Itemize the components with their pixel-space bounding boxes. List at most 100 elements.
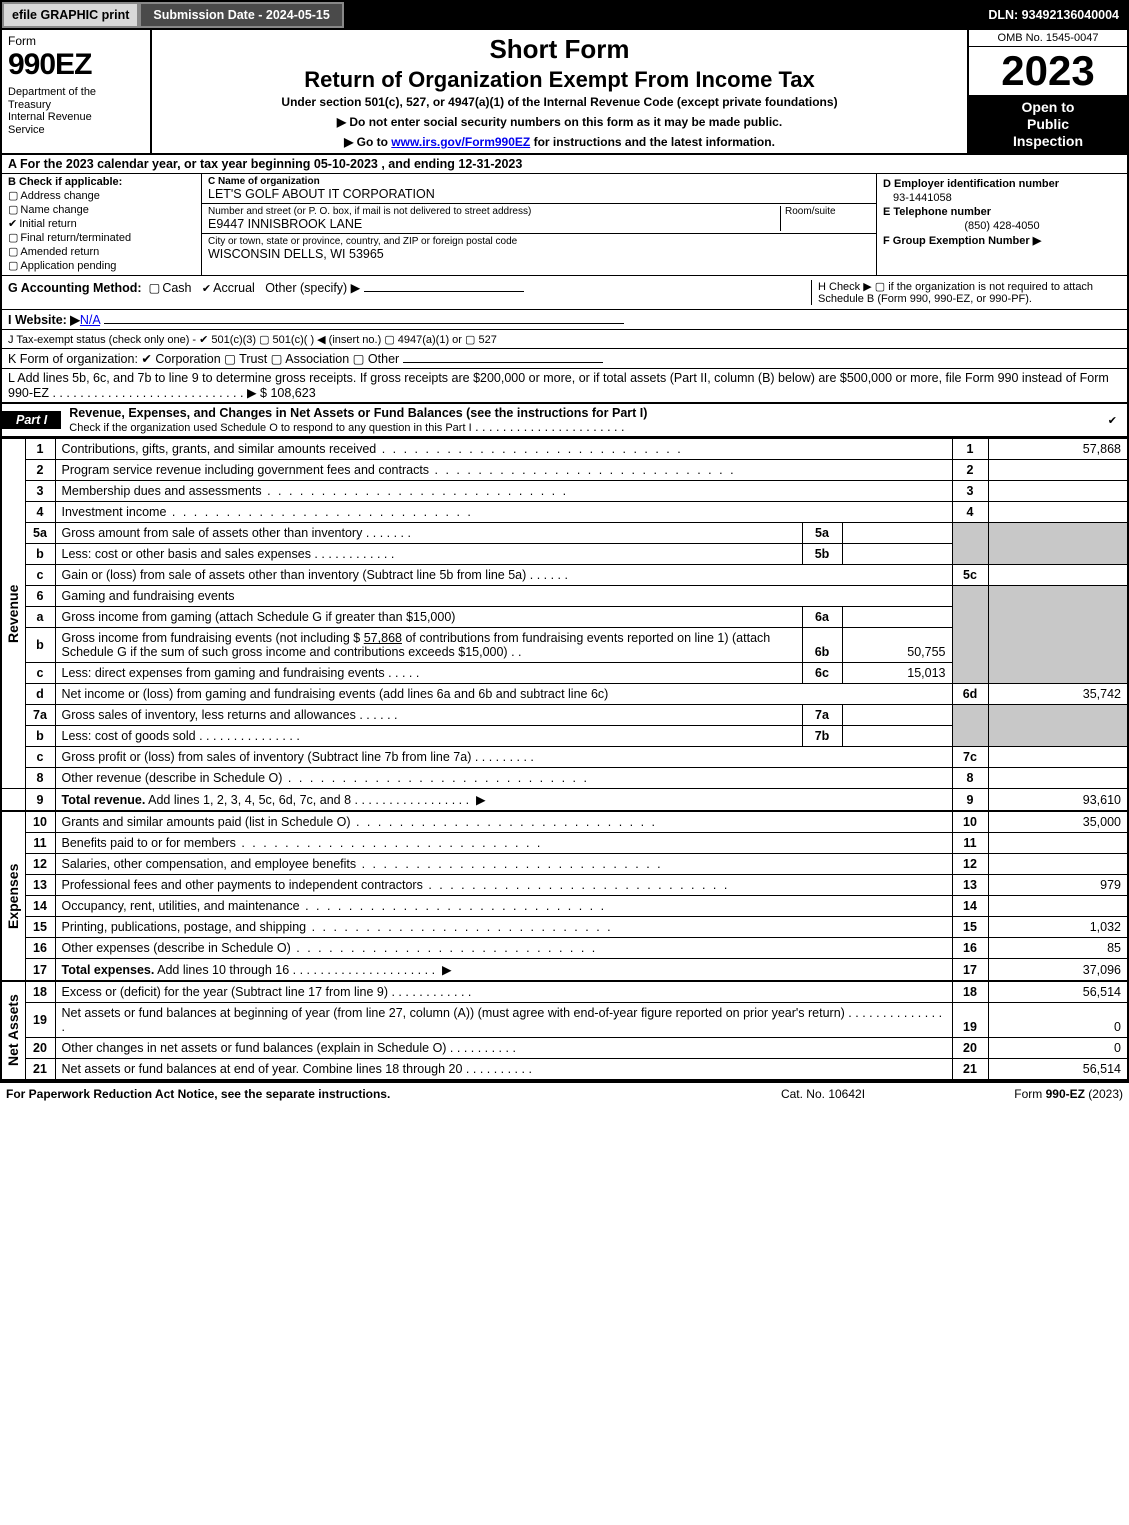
line-k: K Form of organization: ✔ Corporation ▢ …	[0, 349, 1129, 369]
part1-header: Part I Revenue, Expenses, and Changes in…	[0, 403, 1129, 438]
org-name: LET'S GOLF ABOUT IT CORPORATION	[208, 187, 870, 201]
ln9-rn: 9	[952, 789, 988, 812]
form-title: Return of Organization Exempt From Incom…	[160, 67, 959, 93]
ln11-rn: 11	[952, 833, 988, 854]
part1-schedule-o-check[interactable]	[1108, 413, 1127, 427]
ln18-amt: 56,514	[988, 981, 1128, 1003]
ln2-amt	[988, 460, 1128, 481]
part1-tab: Part I	[2, 411, 61, 429]
chk-initial[interactable]: Initial return	[8, 217, 195, 230]
col-c: C Name of organization LET'S GOLF ABOUT …	[202, 174, 877, 275]
ln18-text: Excess or (deficit) for the year (Subtra…	[55, 981, 952, 1003]
ln3-rn: 3	[952, 481, 988, 502]
ln1-rn: 1	[952, 439, 988, 460]
efile-print-button[interactable]: efile GRAPHIC print	[2, 2, 139, 28]
ln6c-text: Less: direct expenses from gaming and fu…	[55, 663, 802, 684]
city-label: City or town, state or province, country…	[208, 236, 870, 247]
open-inspection: Open toPublicInspection	[969, 95, 1127, 153]
room-label: Room/suite	[785, 206, 870, 217]
line-a: A For the 2023 calendar year, or tax yea…	[0, 155, 1129, 174]
short-form: Short Form	[160, 34, 959, 65]
ln6a-sn: 6a	[802, 607, 842, 628]
line-j: J Tax-exempt status (check only one) - ✔…	[0, 330, 1129, 349]
street-cell: Number and street (or P. O. box, if mail…	[202, 204, 876, 234]
ln5b-sn: 5b	[802, 544, 842, 565]
ln9-text: Total revenue. Add lines 1, 2, 3, 4, 5c,…	[55, 789, 952, 812]
ln10-num: 10	[25, 811, 55, 833]
submission-date: Submission Date - 2024-05-15	[139, 2, 343, 28]
ln8-amt	[988, 768, 1128, 789]
block-gh: G Accounting Method: Cash Accrual Other …	[0, 276, 1129, 310]
header-mid: Short Form Return of Organization Exempt…	[152, 30, 967, 153]
ln15-num: 15	[25, 917, 55, 938]
tel-label: E Telephone number	[883, 206, 991, 218]
chk-final[interactable]: Final return/terminated	[8, 231, 195, 244]
block-bcd: B Check if applicable: Address change Na…	[0, 174, 1129, 276]
ln10-amt: 35,000	[988, 811, 1128, 833]
ln21-amt: 56,514	[988, 1059, 1128, 1081]
ln5-grey-amt	[988, 523, 1128, 565]
ln20-num: 20	[25, 1038, 55, 1059]
ln6c-num: c	[25, 663, 55, 684]
ln21-text: Net assets or fund balances at end of ye…	[55, 1059, 952, 1081]
ln15-rn: 15	[952, 917, 988, 938]
ln13-amt: 979	[988, 875, 1128, 896]
ln5b-samt	[842, 544, 952, 565]
ln15-text: Printing, publications, postage, and shi…	[55, 917, 952, 938]
line-i: I Website: ▶N/A	[0, 310, 1129, 330]
irs-link[interactable]: www.irs.gov/Form990EZ	[391, 135, 530, 149]
website-link[interactable]: N/A	[80, 313, 100, 327]
ln16-rn: 16	[952, 938, 988, 959]
ln6c-sn: 6c	[802, 663, 842, 684]
part1-table: Revenue 1 Contributions, gifts, grants, …	[0, 438, 1129, 1081]
dept: Department of theTreasuryInternal Revenu…	[8, 86, 144, 137]
ln8-rn: 8	[952, 768, 988, 789]
form-number: 990EZ	[8, 48, 144, 82]
ln7a-text: Gross sales of inventory, less returns a…	[55, 705, 802, 726]
ln12-rn: 12	[952, 854, 988, 875]
ln6b-text: Gross income from fundraising events (no…	[55, 628, 802, 663]
ln6c-samt: 15,013	[842, 663, 952, 684]
ln21-num: 21	[25, 1059, 55, 1081]
ln11-num: 11	[25, 833, 55, 854]
ln13-rn: 13	[952, 875, 988, 896]
chk-amended[interactable]: Amended return	[8, 245, 195, 258]
omb: OMB No. 1545-0047	[969, 30, 1127, 47]
chk-address[interactable]: Address change	[8, 189, 195, 202]
note2-pre: ▶ Go to	[344, 135, 391, 149]
ln5c-text: Gain or (loss) from sale of assets other…	[55, 565, 952, 586]
header-right: OMB No. 1545-0047 2023 Open toPublicInsp…	[967, 30, 1127, 153]
ln14-amt	[988, 896, 1128, 917]
ln6a-text: Gross income from gaming (attach Schedul…	[55, 607, 802, 628]
ln5c-amt	[988, 565, 1128, 586]
part1-title: Revenue, Expenses, and Changes in Net As…	[61, 404, 1108, 436]
telephone: (850) 428-4050	[883, 220, 1121, 232]
ln5b-text: Less: cost or other basis and sales expe…	[55, 544, 802, 565]
form-header: Form 990EZ Department of theTreasuryInte…	[0, 30, 1129, 155]
header-left: Form 990EZ Department of theTreasuryInte…	[2, 30, 152, 153]
ln4-num: 4	[25, 502, 55, 523]
ln5b-num: b	[25, 544, 55, 565]
ln5a-samt	[842, 523, 952, 544]
ln3-amt	[988, 481, 1128, 502]
tax-year: 2023	[969, 47, 1127, 95]
ln7-grey-amt	[988, 705, 1128, 747]
ln7-grey	[952, 705, 988, 747]
ln7a-num: 7a	[25, 705, 55, 726]
ln8-text: Other revenue (describe in Schedule O)	[55, 768, 952, 789]
col-d: D Employer identification number 93-1441…	[877, 174, 1127, 275]
chk-name[interactable]: Name change	[8, 203, 195, 216]
c-name-label: C Name of organization	[208, 176, 320, 187]
expenses-label: Expenses	[1, 811, 25, 981]
org-name-cell: C Name of organization LET'S GOLF ABOUT …	[202, 174, 876, 204]
ln1-num: 1	[25, 439, 55, 460]
ein-label: D Employer identification number	[883, 178, 1059, 190]
ln20-rn: 20	[952, 1038, 988, 1059]
ln12-amt	[988, 854, 1128, 875]
ln16-amt: 85	[988, 938, 1128, 959]
city: WISCONSIN DELLS, WI 53965	[208, 247, 870, 261]
ln13-text: Professional fees and other payments to …	[55, 875, 952, 896]
chk-pending[interactable]: Application pending	[8, 259, 195, 272]
h-schedule-b: H Check ▶ ▢ if the organization is not r…	[811, 280, 1121, 305]
note2-post: for instructions and the latest informat…	[530, 135, 775, 149]
